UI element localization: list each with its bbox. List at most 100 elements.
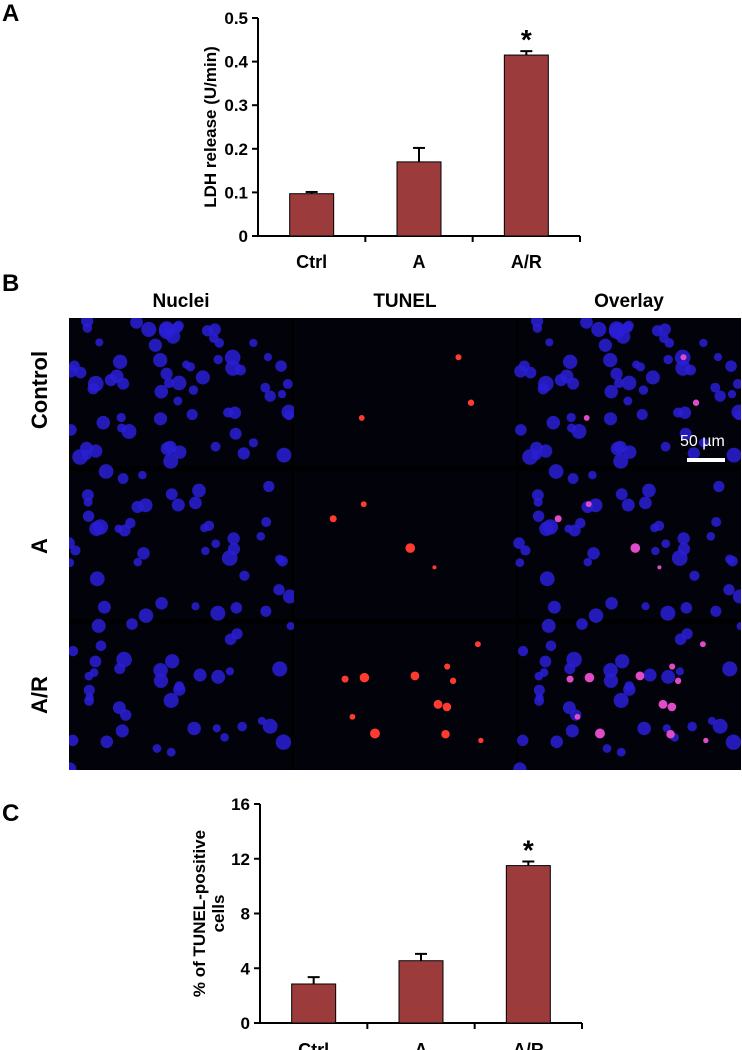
y-tick-label: 0 <box>241 1014 250 1033</box>
nucleus <box>69 537 75 549</box>
nucleus <box>210 441 221 452</box>
y-tick-label: 0.5 <box>224 9 248 28</box>
y-tick-label: 0 <box>239 227 248 246</box>
nucleus <box>171 498 185 512</box>
micrograph-control-nuclei <box>69 318 297 469</box>
bar-ctrl <box>291 983 337 1024</box>
nucleus <box>539 444 553 458</box>
nucleus <box>89 444 103 458</box>
nucleus <box>639 496 652 510</box>
tunel-signal <box>405 543 416 553</box>
significance-marker: * <box>523 834 534 865</box>
nucleus <box>69 762 77 770</box>
column-label-tunel: TUNEL <box>373 291 437 312</box>
nucleus <box>201 546 210 556</box>
nucleus <box>256 531 266 541</box>
tunel-signal <box>584 672 595 683</box>
tunel-signal <box>432 565 437 570</box>
nucleus <box>95 338 104 347</box>
nucleus <box>550 735 564 749</box>
nucleus <box>275 554 285 564</box>
nucleus <box>166 747 176 757</box>
nucleus <box>81 489 94 502</box>
micrograph-background <box>519 471 741 619</box>
nucleus <box>515 424 527 436</box>
nucleus <box>641 602 650 611</box>
nucleus <box>663 354 673 365</box>
nucleus <box>675 360 691 376</box>
nucleus <box>545 640 557 652</box>
nucleus <box>173 683 186 696</box>
nucleus <box>163 692 179 709</box>
nucleus <box>726 447 741 463</box>
nucleus <box>542 519 559 535</box>
nucleus <box>580 318 593 329</box>
tunel-signal <box>329 515 337 523</box>
y-tick-label: 0.4 <box>224 53 248 72</box>
nucleus <box>736 622 741 631</box>
nucleus <box>263 480 275 493</box>
nucleus <box>154 384 169 399</box>
nucleus <box>643 668 657 682</box>
scale-bar-label: 50 µm <box>680 433 725 450</box>
nucleus <box>632 360 641 369</box>
micrograph-a-nuclei <box>69 464 297 623</box>
nucleus <box>95 640 107 652</box>
scale-bar <box>687 458 725 462</box>
bar-ar <box>503 54 549 237</box>
nucleus <box>239 570 250 581</box>
tunel-signal <box>358 414 365 421</box>
nucleus <box>165 488 178 501</box>
y-axis-label-line: cells <box>209 895 228 933</box>
nucleus <box>520 545 531 556</box>
nucleus <box>661 669 676 684</box>
nucleus <box>171 322 183 333</box>
nucleus <box>710 382 721 393</box>
nucleus <box>286 622 295 631</box>
tunel-signal <box>442 702 452 712</box>
nucleus <box>587 547 600 560</box>
x-tick-label: A <box>413 252 426 272</box>
nucleus <box>602 744 612 753</box>
nucleus <box>638 385 649 395</box>
nucleus <box>707 716 716 725</box>
nucleus <box>588 470 597 480</box>
tunel-signal <box>674 677 682 685</box>
nucleus <box>160 441 175 456</box>
row-label-a: A <box>27 538 52 554</box>
nucleus <box>537 383 549 395</box>
nucleus <box>713 353 723 362</box>
nucleus <box>261 516 272 527</box>
nucleus <box>284 410 294 421</box>
tunel-signal <box>478 737 484 744</box>
nucleus <box>257 716 266 725</box>
tunel-signal <box>360 501 367 508</box>
nucleus <box>130 318 143 329</box>
nucleus <box>158 321 175 338</box>
nucleus <box>74 366 87 379</box>
nucleus <box>591 321 607 337</box>
tunel-signal <box>441 729 450 739</box>
nucleus <box>623 396 633 406</box>
significance-marker: * <box>521 24 532 55</box>
nucleus <box>195 370 210 385</box>
micrograph-a-tunel <box>294 471 516 619</box>
nucleus <box>87 383 99 395</box>
nucleus <box>545 338 554 347</box>
nucleus <box>516 734 529 747</box>
nucleus <box>82 323 93 333</box>
nucleus <box>276 447 292 463</box>
nucleus <box>85 693 94 702</box>
nucleus <box>91 618 106 633</box>
tunel-signal <box>467 399 475 406</box>
nucleus <box>260 382 271 393</box>
tunel-signal <box>667 702 677 712</box>
nucleus <box>623 683 636 696</box>
y-tick-label: 12 <box>231 850 250 869</box>
y-tick-label: 8 <box>241 905 250 924</box>
nucleus <box>125 517 136 529</box>
y-tick-label: 0.3 <box>224 96 248 115</box>
nucleus <box>110 369 124 383</box>
nucleus <box>539 571 555 587</box>
column-label-overlay: Overlay <box>594 291 664 312</box>
